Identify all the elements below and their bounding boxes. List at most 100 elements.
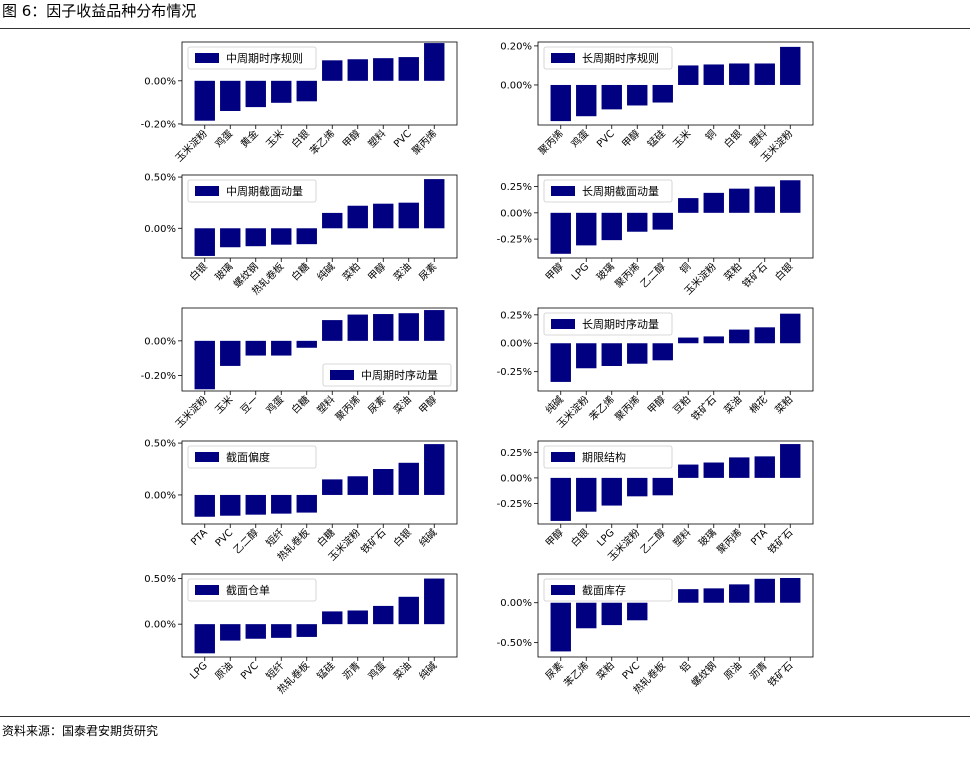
y-tick-label: 0.00% xyxy=(144,490,176,501)
bar xyxy=(678,589,699,603)
bar xyxy=(347,610,368,625)
legend: 截面库存 xyxy=(543,578,673,602)
bar xyxy=(550,84,571,122)
y-tick-label: 0.50% xyxy=(144,173,176,184)
bar xyxy=(245,624,266,639)
legend-swatch xyxy=(551,585,575,595)
y-tick-label: -0.25% xyxy=(497,367,532,378)
category-label: 甲醇 xyxy=(543,260,566,283)
legend-swatch xyxy=(195,53,219,63)
category-label: 白银 xyxy=(187,260,210,283)
category-label: 鸡蛋 xyxy=(365,659,388,682)
bar xyxy=(398,57,419,81)
category-label: 豆一 xyxy=(238,394,261,417)
category-label: 纯碱 xyxy=(416,526,439,549)
category-label: LPG xyxy=(570,261,591,282)
axes-frame xyxy=(181,440,458,525)
bar xyxy=(245,228,266,247)
category-label: 豆粕 xyxy=(670,393,693,416)
bar xyxy=(703,462,724,478)
bar xyxy=(729,457,750,478)
bar xyxy=(424,578,445,625)
figure-title: 图 6：因子收益品种分布情况 xyxy=(2,2,197,20)
bar xyxy=(296,624,317,637)
bar xyxy=(754,578,775,603)
category-label: 纯碱 xyxy=(416,659,439,682)
category-label: 甲醇 xyxy=(340,127,363,150)
legend-box xyxy=(543,46,673,70)
bar xyxy=(194,494,215,517)
legend-label: 截面库存 xyxy=(582,583,626,597)
bar xyxy=(550,212,571,254)
bar xyxy=(424,310,445,341)
bar xyxy=(780,444,801,478)
y-tick-label: 0.00% xyxy=(144,336,176,347)
bar xyxy=(296,494,317,513)
bar xyxy=(576,343,597,369)
category-label: 白糖 xyxy=(289,393,312,416)
legend: 期限结构 xyxy=(543,445,673,469)
bar xyxy=(398,462,419,495)
category-label: 铁矿石 xyxy=(739,260,769,290)
y-tick-label: -0.20% xyxy=(141,119,176,130)
category-label: 塑料 xyxy=(314,393,337,416)
category-label: 塑料 xyxy=(670,526,693,549)
category-label: 玉米 xyxy=(212,393,235,416)
bar xyxy=(780,577,801,603)
axes-frame xyxy=(537,174,814,259)
category-label: 苯乙烯 xyxy=(561,659,591,689)
bar xyxy=(601,343,622,366)
bar xyxy=(271,80,292,103)
bar-chart-4: -0.25%0.00%0.25%甲醇 LPG 玻璃聚丙烯乙二醇 铜玉米淀粉 菜粕铁矿石白… xyxy=(497,174,814,297)
category-label: 锰硅 xyxy=(314,659,337,682)
bar xyxy=(347,59,368,81)
bar xyxy=(245,80,266,108)
category-label: 沥青 xyxy=(747,659,770,682)
bar xyxy=(398,313,419,341)
category-label: 白银 xyxy=(721,127,744,150)
category-label: 螺纹钢 xyxy=(688,659,718,689)
bar xyxy=(194,228,215,256)
legend: 截面仓单 xyxy=(187,578,317,602)
bar xyxy=(322,212,343,229)
bar xyxy=(754,327,775,344)
y-tick-label: 0.25% xyxy=(500,310,532,321)
category-label: 菜粕 xyxy=(721,260,744,283)
bar xyxy=(347,314,368,341)
bar xyxy=(194,80,215,121)
bar xyxy=(754,63,775,85)
axes-frame xyxy=(181,307,458,392)
bar xyxy=(550,477,571,521)
legend: 中周期时序规则 xyxy=(187,46,317,70)
legend-swatch xyxy=(195,186,219,196)
bar xyxy=(550,602,571,652)
legend-swatch xyxy=(551,186,575,196)
bar xyxy=(373,203,394,229)
y-tick-label: 0.00% xyxy=(500,473,532,484)
legend: 长周期时序动量 xyxy=(543,312,673,336)
bar xyxy=(703,192,724,213)
bar xyxy=(601,84,622,110)
category-label: 塑料 xyxy=(747,127,770,150)
category-label: 鸡蛋 xyxy=(568,127,591,150)
category-label: 鸡蛋 xyxy=(263,393,286,416)
legend-box xyxy=(322,363,452,387)
bar xyxy=(754,456,775,478)
legend-label: 截面偏度 xyxy=(226,450,270,464)
category-label: 短纤 xyxy=(263,659,286,682)
bar xyxy=(627,477,648,497)
legend-box xyxy=(187,46,317,70)
category-label: 菜粕 xyxy=(594,659,617,682)
category-label: 甲醇 xyxy=(645,393,668,416)
y-tick-label: 0.00% xyxy=(500,339,532,350)
category-label: PVC xyxy=(595,128,617,150)
bar xyxy=(220,494,241,516)
bar xyxy=(703,336,724,344)
category-label: LPG xyxy=(595,527,616,548)
y-tick-label: 0.00% xyxy=(500,598,532,609)
category-label: 玉米淀粉 xyxy=(172,393,209,430)
y-tick-label: -0.25% xyxy=(497,235,532,246)
